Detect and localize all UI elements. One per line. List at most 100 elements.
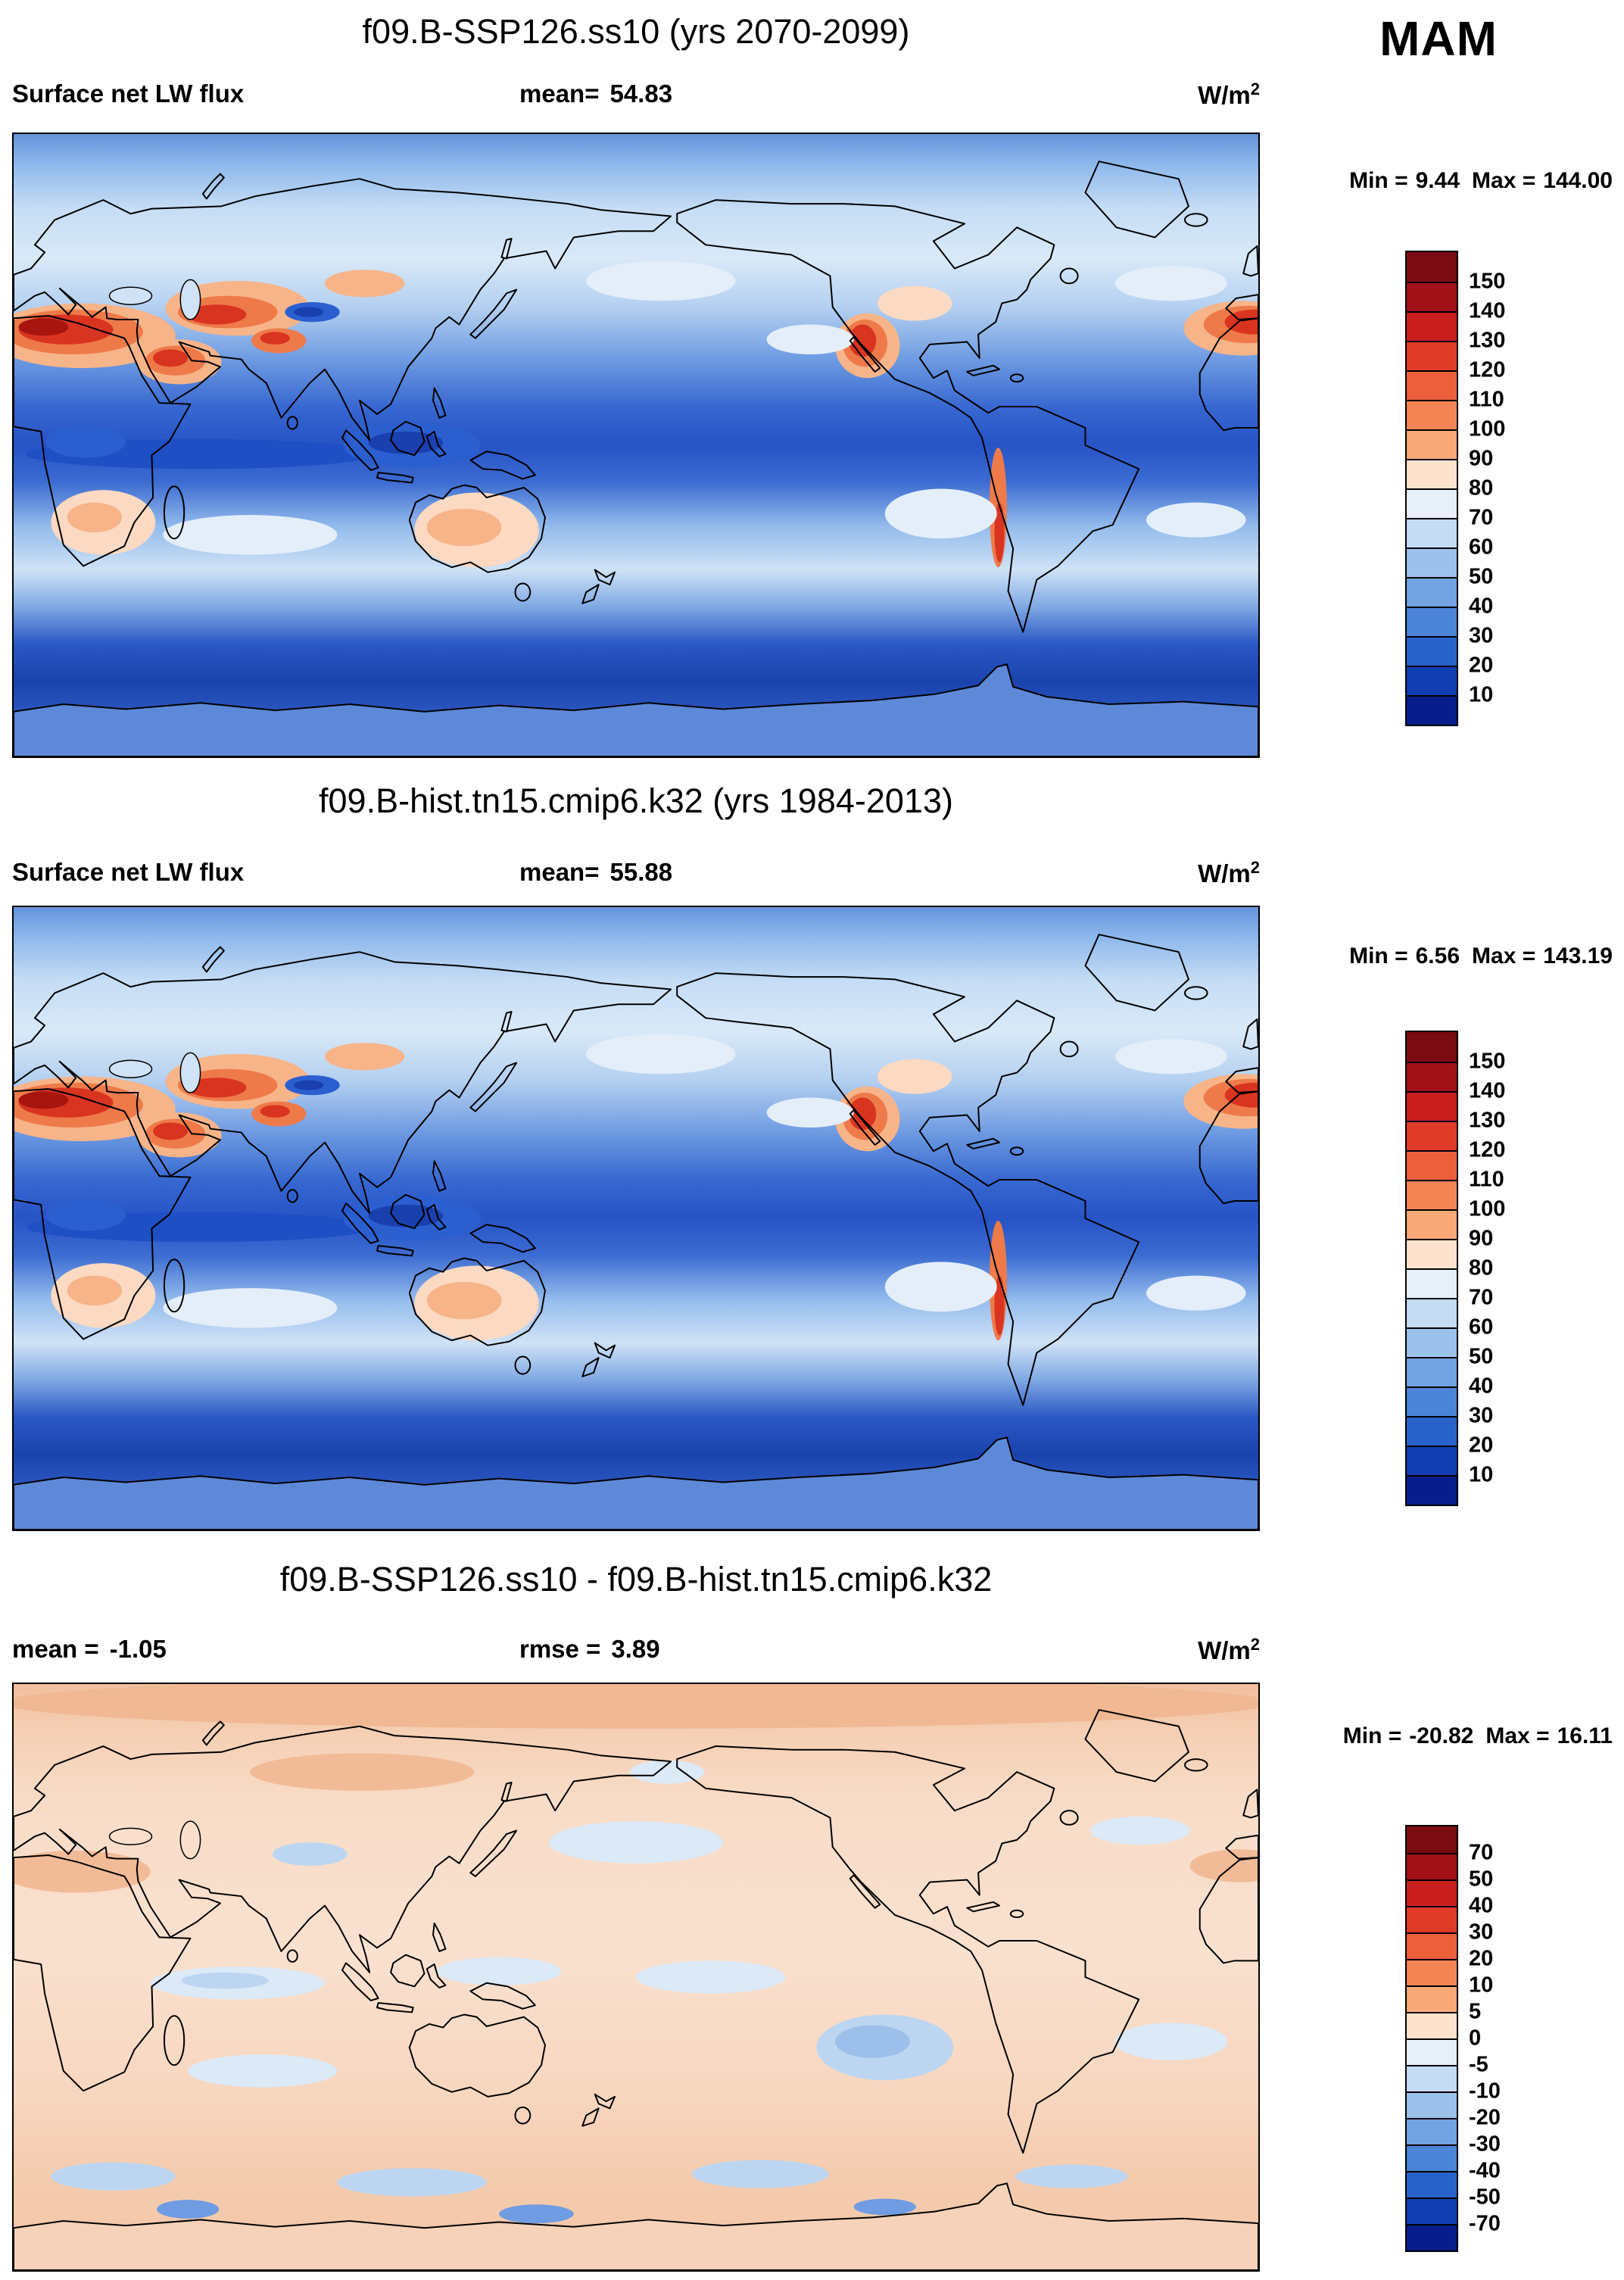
colorbar-cell [1407,577,1457,607]
max-label: Max = [1472,944,1536,968]
colorbar-cell [1407,2144,1457,2171]
colorbar-cell [1407,252,1457,282]
colorbar-cell [1407,1386,1457,1416]
colorbar-cell [1407,518,1457,547]
lakes [110,279,201,320]
max-value: 16.11 [1557,1723,1613,1748]
map-panel-middle [12,906,1260,1531]
colorbar-cell [1407,1959,1457,1985]
max-label: Max = [1485,1723,1550,1748]
colorbar-cell [1407,1879,1457,1906]
lakes [110,1821,201,1859]
colorbar-tick-label: 5 [1469,1999,1482,2024]
mean-label: mean = [12,1635,99,1663]
colorbar-tick-label: 80 [1469,1255,1494,1280]
colorbar-cell [1407,607,1457,636]
colorbar-tick-label: 30 [1469,623,1494,648]
units-base: W/m [1198,1636,1251,1664]
panel-title: f09.B-hist.tn15.cmip6.k32 (yrs 1984-2013… [319,781,953,820]
min-value: 6.56 [1415,944,1460,968]
units-label: W/m2 [1198,858,1260,888]
units-exponent: 2 [1250,80,1260,98]
min-label: Min = [1349,168,1408,193]
colorbar-cell [1407,1239,1457,1268]
antarctica [14,664,1258,756]
colorbar-tick-label: 50 [1469,564,1494,589]
colorbar-tick-label: 140 [1469,298,1506,323]
colorbar-tick-label: 120 [1469,357,1506,382]
minmax-readout: Min = -20.82 Max = 16.11 [1249,1723,1613,1749]
min-value: -20.82 [1409,1723,1474,1748]
colorbar-tick-label: 150 [1469,269,1506,294]
colorbar-cell [1407,2118,1457,2144]
coastlines [14,934,1258,1405]
colorbar-cell [1407,1357,1457,1386]
colorbar-cell [1407,311,1457,341]
colorbar: 150 140 130 120 110 100 90 80 70 60 50 40 30 20 10 [1405,251,1505,726]
anomaly-blobs [14,260,1258,568]
colorbar-tick-label: 30 [1469,1920,1494,1945]
colorbar-cell [1407,341,1457,370]
colorbar-tick-label: 10 [1469,1462,1494,1487]
colorbar: 150 140 130 120 110 100 90 80 70 60 50 40 30 20 10 [1405,1031,1505,1506]
antarctica [14,2183,1258,2270]
field-label: Surface net LW flux [12,858,254,887]
field-label: Surface net LW flux [12,80,254,108]
colorbar-cell [1407,1932,1457,1959]
colorbar-tick-label: 0 [1469,2026,1482,2051]
rmse-value: 3.89 [611,1635,660,1663]
colorbar-tick-label: 130 [1469,328,1506,353]
colorbar-cell [1407,2197,1457,2224]
max-label: Max = [1472,168,1536,193]
units-label: W/m2 [1198,80,1260,110]
colorbar-cell [1407,1209,1457,1239]
minmax-readout: Min = 6.56 Max = 143.19 [1249,944,1613,969]
colorbar-tick-label: -30 [1469,2132,1501,2157]
colorbar: 70 50 40 30 20 10 5 0 -5 -10 -20 -30 -40 -50 -70 [1405,1825,1501,2252]
colorbar-cell [1407,1416,1457,1446]
colorbar-tick-label: 60 [1469,1315,1494,1340]
colorbar-tick-label: 110 [1469,387,1504,412]
colorbar-tick-label: 140 [1469,1078,1506,1103]
anomaly-blobs [14,1034,1258,1341]
colorbar-cell [1407,370,1457,400]
colorbar-tick-label: 40 [1469,1374,1494,1399]
colorbar-tick-label: 40 [1469,1893,1494,1918]
colorbar-tick-label: 30 [1469,1403,1494,1428]
colorbar-cell [1407,400,1457,429]
colorbar-tick-label: 20 [1469,1946,1494,1971]
mean-label: mean= [519,858,600,886]
colorbar-tick-label: -10 [1469,2079,1501,2104]
min-value: 9.44 [1415,168,1460,193]
colorbar-tick-label: -20 [1469,2105,1501,2130]
colorbar-cell [1407,282,1457,311]
units-label: W/m2 [1198,1635,1260,1665]
colorbar-cell [1407,2171,1457,2197]
colorbar-cell [1407,1475,1457,1505]
colorbar-tick-label: -50 [1469,2185,1501,2210]
world-map [14,907,1258,1530]
panel-title: f09.B-SSP126.ss10 (yrs 2070-2099) [362,12,910,51]
minmax-readout: Min = 9.44 Max = 144.00 [1249,168,1613,194]
colorbar-tick-label: 50 [1469,1867,1494,1892]
season-label: MAM [1379,11,1498,66]
colorbar-cell [1407,1446,1457,1475]
mean-stat: mean= 54.83 [519,80,672,108]
world-map [14,1684,1258,2270]
min-label: Min = [1349,944,1408,968]
colorbar-cell [1407,1268,1457,1298]
colorbar-tick-label: 10 [1469,1973,1494,1998]
units-base: W/m [1198,859,1251,887]
colorbar-tick-label: -40 [1469,2158,1501,2183]
colorbar-tick-label: 120 [1469,1137,1506,1162]
colorbar-tick-label: 10 [1469,682,1494,707]
colorbar-tick-label: 70 [1469,1840,1494,1865]
mean-label: mean= [519,80,600,108]
colorbar-tick-label: 80 [1469,476,1494,501]
colorbar-cell [1407,1853,1457,1879]
mean-value: 55.88 [609,858,673,886]
colorbar-tick-label: 100 [1469,1196,1506,1221]
colorbar-cell [1407,1150,1457,1180]
colorbar-cell [1407,2224,1457,2250]
max-value: 143.19 [1543,944,1613,968]
